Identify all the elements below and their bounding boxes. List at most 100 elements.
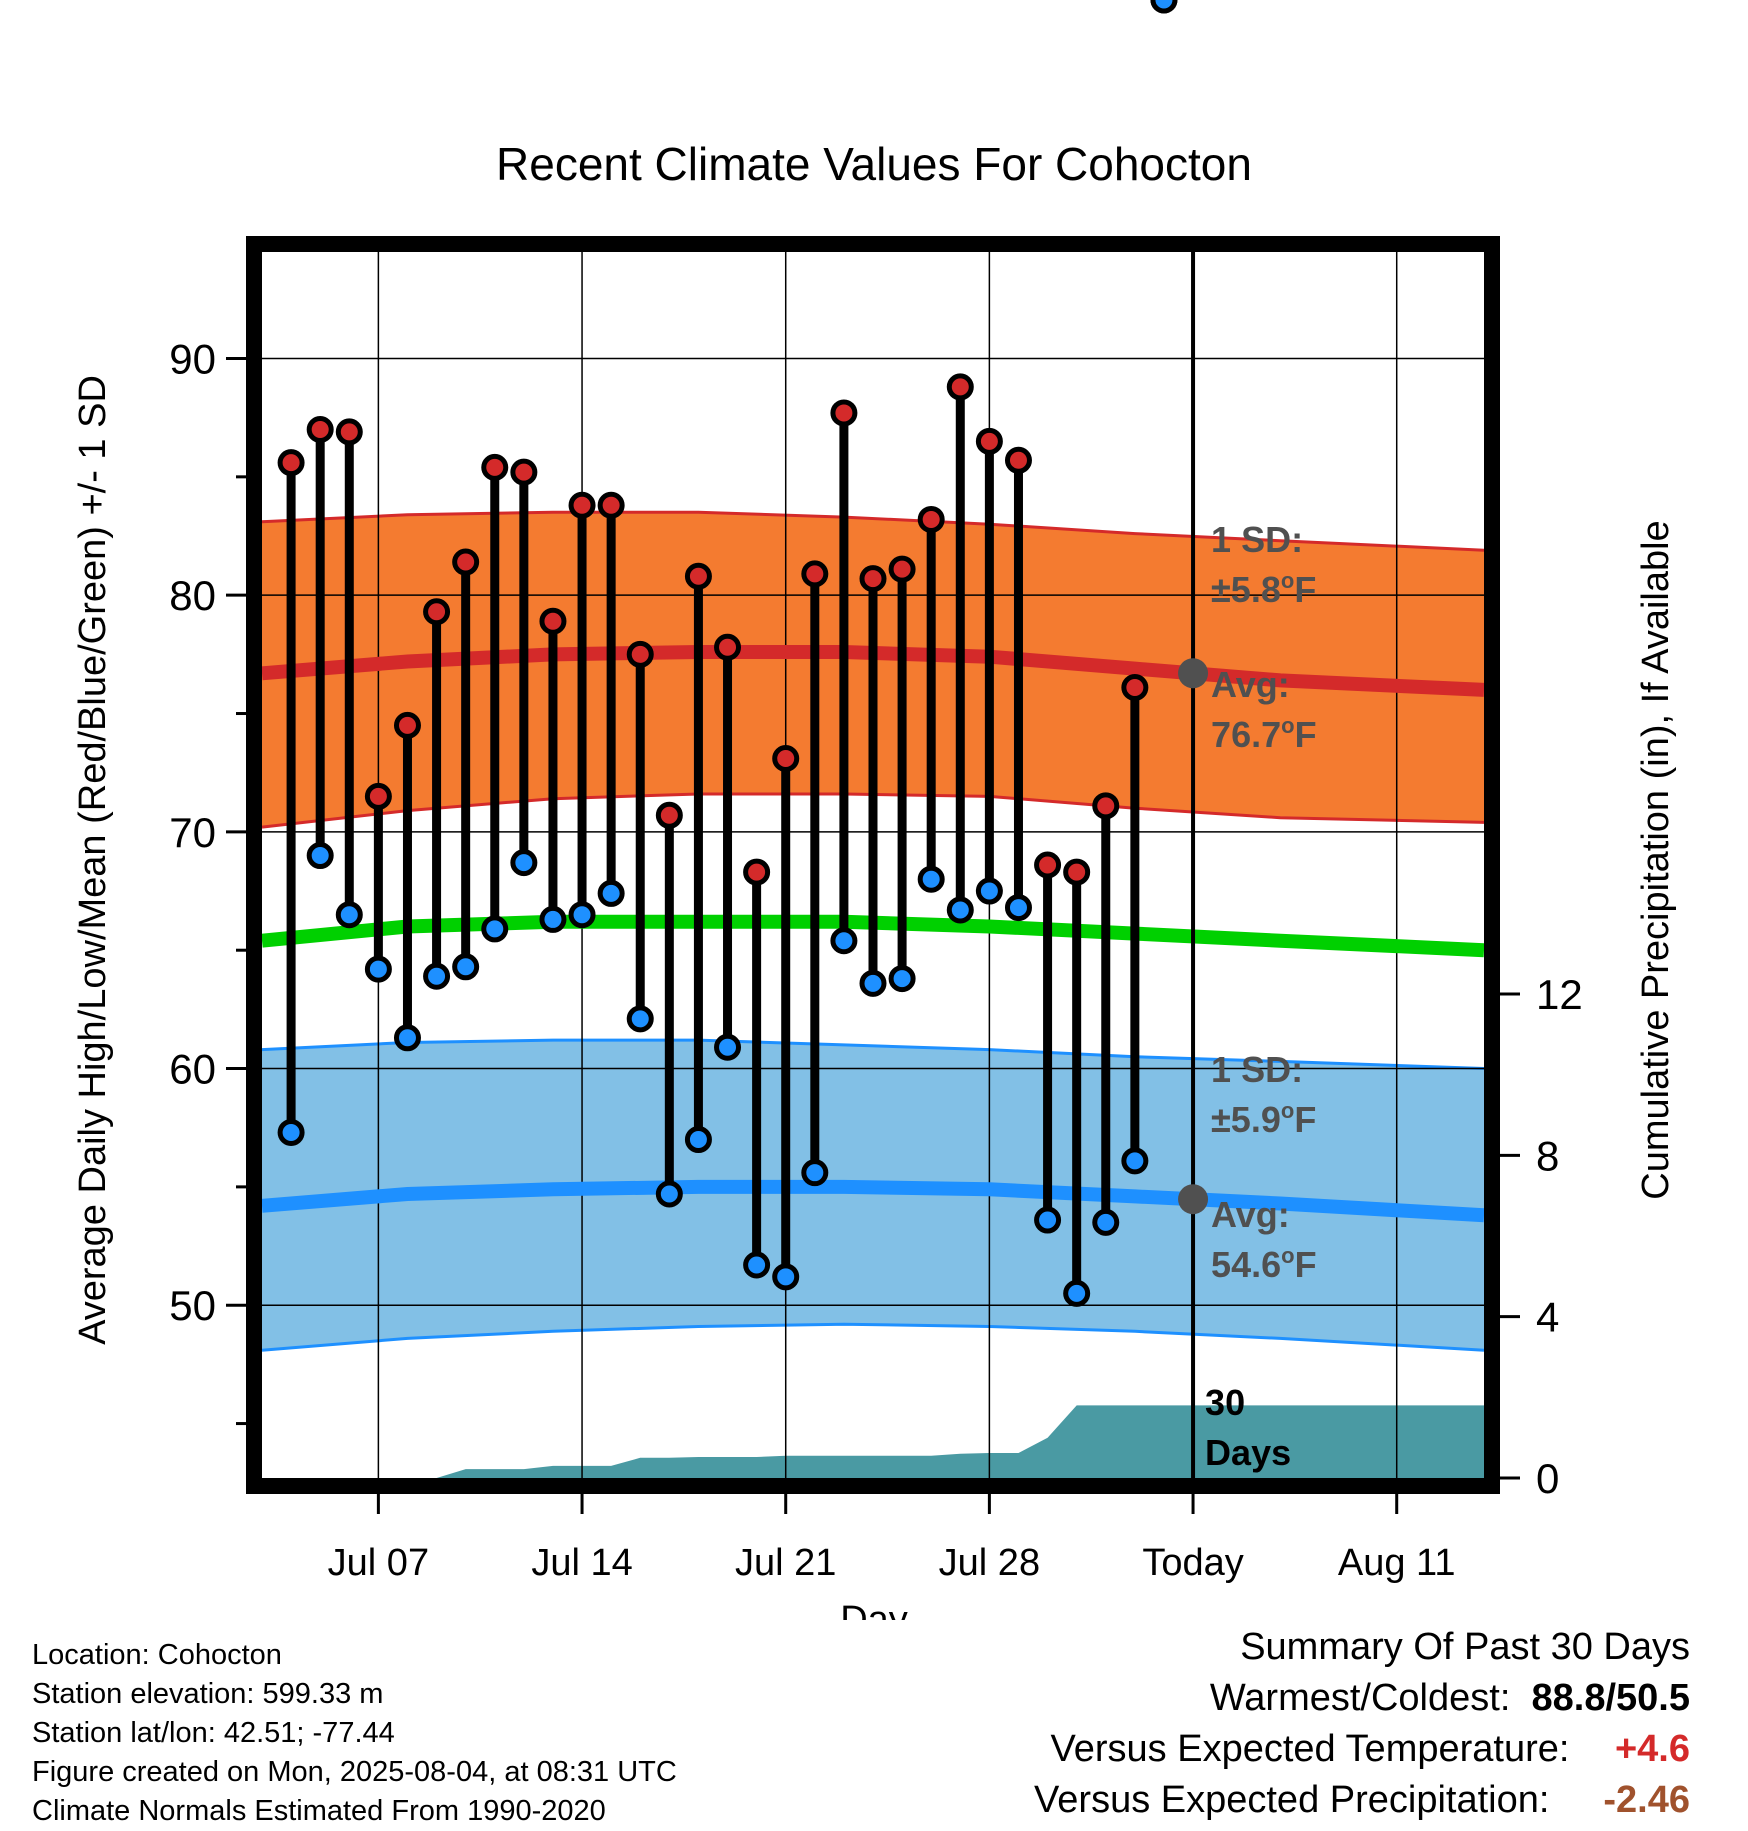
daily-high-point <box>859 565 887 593</box>
daily-low-point <box>597 879 625 907</box>
y-tick-label: 50 <box>169 1282 216 1329</box>
daily-low-point <box>888 965 916 993</box>
daily-high-point <box>568 491 596 519</box>
x-tick-label: Today <box>1142 1542 1243 1584</box>
low-sd-annotation: ±5.9oF <box>1211 1098 1316 1140</box>
y-tick-label: 90 <box>169 336 216 383</box>
summary-precip: Versus Expected Precipitation: -2.46 <box>790 1775 1690 1826</box>
daily-high-point <box>975 427 1003 455</box>
daily-high-point <box>481 453 509 481</box>
daily-low-point <box>306 842 334 870</box>
daily-high-point <box>452 548 480 576</box>
daily-low-point <box>1034 1206 1062 1234</box>
y2-tick-label: 4 <box>1536 1294 1559 1341</box>
precip-anomaly-value: -2.46 <box>1603 1779 1690 1821</box>
x-tick-label: Jul 21 <box>735 1542 836 1584</box>
warm-cold-label: Warmest/Coldest: <box>1209 1677 1511 1719</box>
y-tick-label: 80 <box>169 572 216 619</box>
x-axis-label: Day <box>840 1599 908 1620</box>
daily-low-point <box>626 1005 654 1033</box>
climate-normals-period: Climate Normals Estimated From 1990-2020 <box>32 1795 606 1827</box>
figure-created: Figure created on Mon, 2025-08-04, at 08… <box>32 1756 677 1788</box>
daily-high-point <box>626 640 654 668</box>
daily-high-point <box>772 744 800 772</box>
high-avg-annotation: 76.7oF <box>1211 713 1317 755</box>
y2-axis-label: Cumulative Precipitation (in), If Availa… <box>1635 520 1677 1199</box>
chart-title: Recent Climate Values For Cohocton <box>496 138 1252 190</box>
daily-low-point <box>946 896 974 924</box>
station-location: Location: Cohocton <box>32 1639 282 1671</box>
station-info: Location: Cohocton Station elevation: 59… <box>32 1636 677 1831</box>
daily-high-point <box>306 416 334 444</box>
high-avg-annotation: Avg: <box>1211 664 1290 705</box>
plot-area: 1 SD: ±5.8oF Avg: 76.7oF 1 SD: ±5.9oF Avg: 54.6… <box>169 0 1583 1584</box>
daily-low-point <box>859 969 887 997</box>
days-word-label: Days <box>1205 1432 1291 1473</box>
daily-low-point <box>568 901 596 929</box>
low-avg-line <box>261 1179 1485 1223</box>
today-high-normal-marker <box>1178 658 1209 689</box>
y-tick-label: 60 <box>169 1046 216 1093</box>
daily-low-point <box>655 1180 683 1208</box>
daily-low-point <box>1004 894 1032 922</box>
daily-high-point <box>1034 851 1062 879</box>
daily-low-point <box>452 953 480 981</box>
y2-tick-label: 8 <box>1536 1132 1559 1179</box>
daily-low-point <box>277 1118 305 1146</box>
x-tick-label: Jul 14 <box>531 1542 632 1584</box>
daily-high-point <box>801 560 829 588</box>
y-tick-label: 70 <box>169 809 216 856</box>
daily-low-point <box>335 901 363 929</box>
climate-chart: Recent Climate Values For Cohocton 1 SD:… <box>72 0 1677 1620</box>
daily-low-point <box>393 1024 421 1052</box>
daily-low-point <box>1121 1147 1149 1175</box>
daily-high-point <box>597 491 625 519</box>
summary-warm-cold: Warmest/Coldest: 88.8/50.5 <box>790 1673 1690 1724</box>
daily-high-point <box>714 633 742 661</box>
daily-high-point <box>335 418 363 446</box>
daily-low-point <box>510 849 538 877</box>
today-low-normal-marker <box>1178 1184 1209 1215</box>
daily-high-point <box>1063 858 1091 886</box>
low-avg-annotation: 54.6oF <box>1211 1243 1317 1285</box>
station-elevation: Station elevation: 599.33 m <box>32 1678 384 1710</box>
daily-low-point <box>1150 0 1178 14</box>
y-axis-label: Average Daily High/Low/Mean (Red/Blue/Gr… <box>72 375 114 1345</box>
daily-high-point <box>946 373 974 401</box>
daily-low-point <box>772 1263 800 1291</box>
x-tick-label: Aug 11 <box>1338 1542 1456 1584</box>
temp-anomaly-label: Versus Expected Temperature: <box>1050 1728 1570 1770</box>
daily-high-point <box>277 449 305 477</box>
daily-low-point <box>539 905 567 933</box>
daily-high-point <box>1004 446 1032 474</box>
low-sd-band <box>262 1040 1484 1351</box>
temp-anomaly-value: +4.6 <box>1614 1728 1690 1770</box>
summary-temp: Versus Expected Temperature: +4.6 <box>790 1724 1690 1775</box>
daily-high-point <box>364 782 392 810</box>
station-latlon: Station lat/lon: 42.51; -77.44 <box>32 1717 395 1749</box>
warm-cold-value: 88.8/50.5 <box>1531 1677 1690 1719</box>
precip-anomaly-label: Versus Expected Precipitation: <box>1034 1779 1550 1821</box>
daily-low-point <box>801 1159 829 1187</box>
daily-low-point <box>743 1251 771 1279</box>
daily-low-point <box>975 877 1003 905</box>
summary-title: Summary Of Past 30 Days <box>1240 1626 1690 1668</box>
daily-low-point <box>714 1033 742 1061</box>
daily-high-point <box>539 607 567 635</box>
daily-high-point <box>684 562 712 590</box>
daily-low-point <box>917 865 945 893</box>
high-sd-annotation: ±5.8oF <box>1211 568 1316 610</box>
low-avg-annotation: Avg: <box>1211 1194 1290 1235</box>
daily-high-point <box>423 598 451 626</box>
daily-high-point <box>1092 792 1120 820</box>
x-tick-label: Jul 07 <box>328 1542 429 1584</box>
daily-high-point <box>393 711 421 739</box>
low-lower-line <box>261 1322 1485 1352</box>
daily-high-point <box>1121 673 1149 701</box>
summary-panel: Summary Of Past 30 Days Warmest/Coldest:… <box>790 1622 1690 1826</box>
y2-tick-label: 12 <box>1536 971 1583 1018</box>
daily-low-point <box>481 915 509 943</box>
low-sd-annotation: 1 SD: <box>1211 1049 1303 1090</box>
low-upper-line <box>261 1038 1485 1070</box>
high-sd-annotation: 1 SD: <box>1211 519 1303 560</box>
